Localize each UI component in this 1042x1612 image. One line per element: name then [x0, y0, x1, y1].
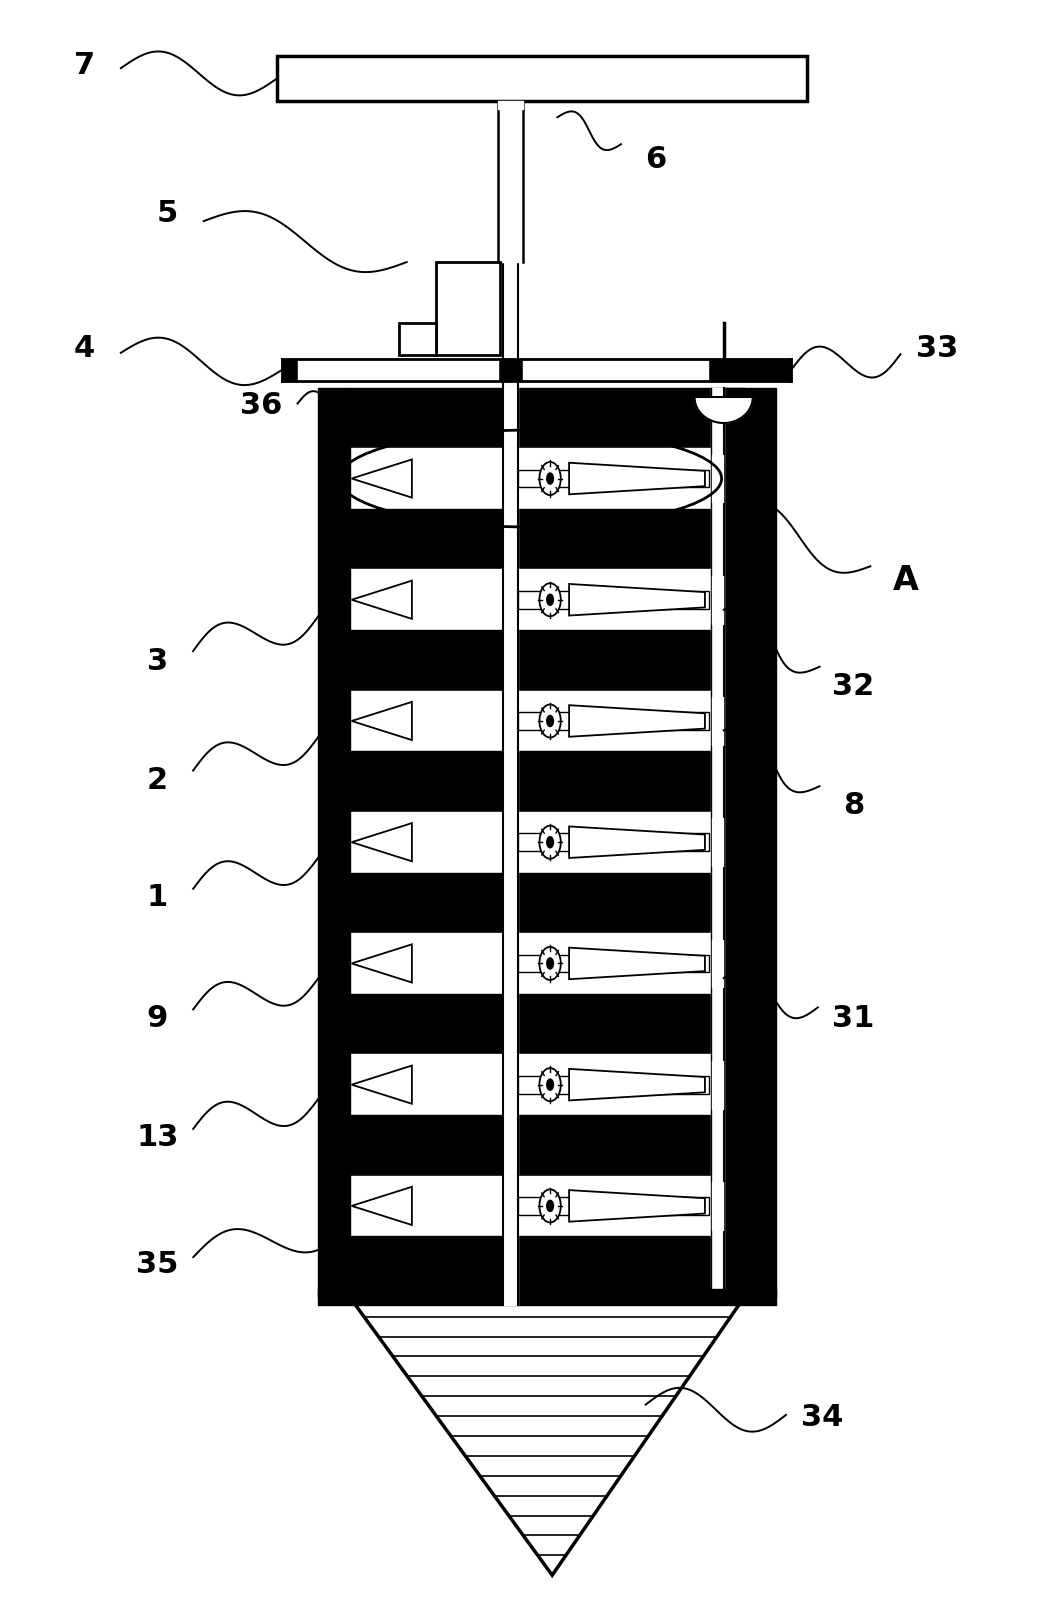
Text: 8: 8 — [843, 791, 864, 821]
Polygon shape — [695, 397, 752, 422]
Circle shape — [546, 714, 554, 727]
Bar — [518, 592, 710, 609]
Polygon shape — [351, 945, 412, 983]
Circle shape — [546, 1078, 554, 1091]
Text: 9: 9 — [147, 1004, 168, 1033]
Bar — [518, 954, 710, 972]
Text: 36: 36 — [240, 390, 282, 419]
Polygon shape — [569, 704, 705, 737]
Text: 33: 33 — [916, 334, 958, 363]
Text: A: A — [893, 564, 918, 596]
Bar — [518, 713, 710, 730]
Text: 4: 4 — [74, 334, 95, 363]
Circle shape — [540, 463, 561, 495]
Polygon shape — [351, 824, 412, 861]
Text: 34: 34 — [801, 1402, 844, 1431]
Circle shape — [546, 593, 554, 606]
Polygon shape — [351, 580, 412, 619]
Polygon shape — [569, 948, 705, 978]
Text: 6: 6 — [645, 145, 667, 174]
Text: 31: 31 — [833, 1004, 874, 1033]
Text: 13: 13 — [137, 1124, 178, 1153]
Text: 7: 7 — [74, 52, 95, 81]
Circle shape — [546, 1199, 554, 1212]
Text: 3: 3 — [147, 646, 168, 675]
Circle shape — [546, 958, 554, 970]
Bar — [518, 833, 710, 851]
Text: 5: 5 — [157, 200, 178, 229]
Circle shape — [540, 704, 561, 738]
Circle shape — [540, 825, 561, 859]
Polygon shape — [349, 1296, 744, 1575]
Text: 32: 32 — [833, 672, 874, 701]
Text: 2: 2 — [147, 766, 168, 795]
Circle shape — [546, 472, 554, 485]
Polygon shape — [569, 827, 705, 858]
Circle shape — [540, 946, 561, 980]
Circle shape — [540, 1190, 561, 1222]
Polygon shape — [351, 1186, 412, 1225]
Polygon shape — [351, 701, 412, 740]
Polygon shape — [569, 1190, 705, 1222]
Bar — [436, 263, 500, 355]
Polygon shape — [351, 1066, 412, 1104]
Bar — [399, 324, 436, 355]
Polygon shape — [569, 584, 705, 616]
Circle shape — [540, 584, 561, 616]
Polygon shape — [569, 463, 705, 495]
Polygon shape — [351, 459, 412, 498]
Bar — [518, 1075, 710, 1093]
Text: 1: 1 — [147, 883, 168, 912]
Circle shape — [546, 837, 554, 848]
Polygon shape — [569, 1069, 705, 1101]
Circle shape — [540, 1069, 561, 1101]
Text: 35: 35 — [137, 1251, 178, 1280]
Bar — [518, 469, 710, 487]
Bar — [518, 1198, 710, 1215]
Bar — [277, 56, 807, 102]
